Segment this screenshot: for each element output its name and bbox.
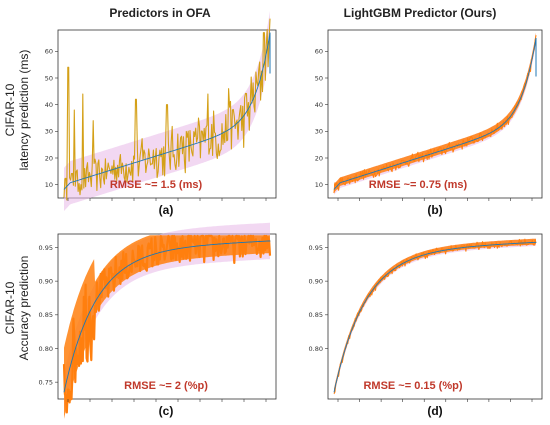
series-predicted-band-d [334, 238, 536, 395]
panel-label-c: (c) [158, 404, 174, 418]
ytick-label-b-5: 60 [315, 48, 323, 56]
panel-label-b: (b) [427, 203, 443, 217]
highlight-band-d [334, 238, 536, 396]
ytick-label-d-2: 0.90 [309, 277, 323, 285]
ytick-label-b-4: 50 [315, 74, 323, 82]
ytick-label-b-2: 30 [315, 128, 323, 136]
ytick-label-d-0: 0.80 [309, 345, 323, 353]
panel-d: 0.80 0.85 0.90 0.95 RMSE ~= 0.15 (%p) [309, 233, 543, 402]
ytick-label-a-4: 50 [45, 74, 53, 82]
ytick-label-d-3: 0.95 [309, 244, 323, 252]
series-predicted-d [333, 238, 537, 395]
ytick-label-a-5: 60 [45, 48, 53, 56]
ytick-label-c-4: 0.95 [39, 244, 53, 252]
ytick-label-c-1: 0.80 [39, 345, 53, 353]
rmse-annotation-b: RMSE ~= 0.75 (ms) [369, 179, 468, 191]
panel-label-a: (a) [158, 203, 174, 217]
series-actual-c [63, 240, 271, 393]
ytick-label-b-3: 40 [315, 101, 323, 109]
series-predicted-b [333, 35, 537, 194]
series-predicted-band-c [64, 235, 270, 419]
plot-frame-a [57, 29, 277, 199]
series-actual-d [333, 241, 536, 393]
highlight-band-a [64, 11, 270, 212]
rmse-annotation-a: RMSE ~= 1.5 (ms) [110, 179, 203, 191]
rmse-annotation-d: RMSE ~= 0.15 (%p) [363, 380, 462, 392]
ytick-label-c-2: 0.85 [39, 311, 53, 319]
column-title-ofa: Predictors in OFA [109, 6, 211, 20]
series-actual-b [333, 37, 537, 190]
series-predicted-a [63, 18, 271, 201]
panel-c: 0.75 0.80 0.85 0.90 0.95 RMSE ~= 2 (%p) [39, 222, 277, 419]
rmse-annotation-c: RMSE ~= 2 (%p) [124, 380, 208, 392]
ytick-label-b-1: 20 [315, 154, 323, 162]
panel-label-d: (d) [427, 404, 443, 418]
ytick-label-c-3: 0.90 [39, 277, 53, 285]
panel-a: 10 20 30 40 50 60 RMSE ~= 1.5 (ms) [45, 11, 277, 212]
ytick-label-d-1: 0.85 [309, 311, 323, 319]
series-predicted-band-b [334, 32, 536, 193]
ytick-label-a-1: 20 [45, 154, 53, 162]
panel-b: 10 20 30 40 50 60 RMSE ~= 0.75 (ms) [315, 29, 543, 201]
series-actual-a [63, 32, 271, 190]
ytick-label-a-0: 10 [45, 181, 53, 189]
ytick-label-c-0: 0.75 [39, 378, 53, 386]
plot-frame-b [327, 29, 543, 199]
ytick-label-b-0: 10 [315, 181, 323, 189]
ytick-label-a-3: 40 [45, 101, 53, 109]
ytick-label-a-2: 30 [45, 128, 53, 136]
plot-frame-d [327, 233, 543, 400]
column-title-lightgbm: LightGBM Predictor (Ours) [343, 6, 497, 20]
